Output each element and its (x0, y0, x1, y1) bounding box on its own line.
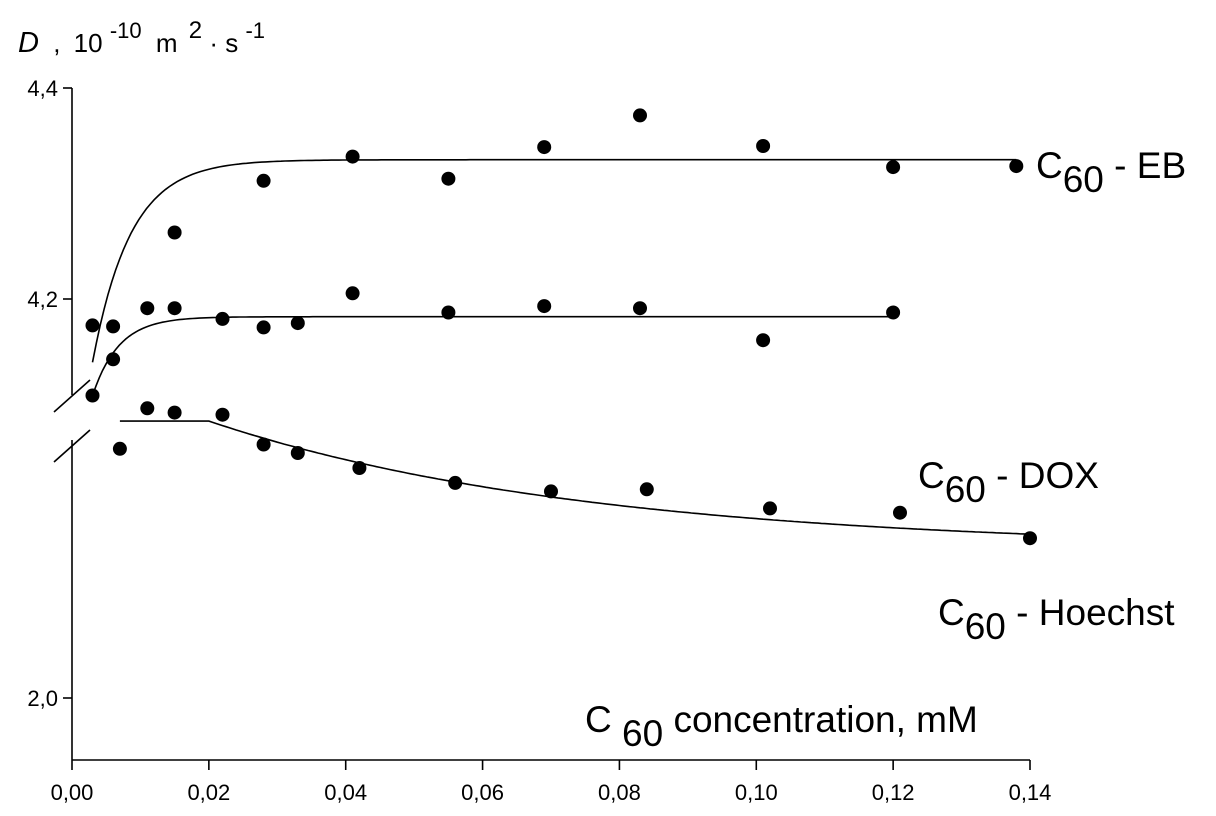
data-point-s1-10 (633, 301, 647, 316)
data-point-s0-5 (441, 171, 456, 186)
fit-curves (91, 158, 1031, 535)
y-tick-label-upper-1: 4,2 (27, 287, 58, 312)
data-point-s0-8 (756, 139, 771, 153)
y-title-dot: · (209, 28, 218, 58)
y-title-unit2-exp: -1 (245, 18, 265, 43)
data-points (85, 108, 1037, 546)
data-point-s1-11 (756, 333, 771, 348)
y-title-symbol: D (18, 27, 39, 59)
series-label-sub-2: 60 (965, 606, 1006, 647)
data-point-s0-9 (886, 160, 901, 175)
data-point-s2-8 (544, 484, 558, 499)
data-point-s0-10 (1009, 159, 1024, 174)
series-label-base-2: C (938, 592, 965, 633)
x-tick-label-2: 0,04 (324, 780, 367, 805)
y-title-unit1-exp: 2 (189, 17, 202, 44)
series-label-sub-1: 60 (945, 469, 986, 510)
x-tick-label-1: 0,02 (187, 780, 230, 805)
data-point-s2-12 (1023, 531, 1037, 546)
data-point-s2-0 (112, 441, 127, 456)
series-label-rest-0: - EB (1104, 145, 1186, 186)
data-point-s1-2 (140, 301, 155, 316)
data-point-s0-1 (106, 319, 121, 334)
y-title-mantissa: 10 (74, 28, 103, 58)
y-title-sep: , (53, 28, 60, 58)
data-point-s0-3 (256, 173, 271, 188)
x-tick-label-5: 0,10 (735, 780, 778, 805)
data-point-s1-7 (345, 286, 360, 301)
data-point-s2-2 (167, 405, 182, 420)
y-axis-title: D , 10 -10 m 2 · s -1 (18, 14, 265, 59)
x-title-rest: concentration, mM (673, 699, 977, 740)
data-point-s2-7 (448, 475, 463, 490)
data-point-s0-4 (345, 149, 360, 164)
data-point-s2-6 (352, 461, 367, 475)
y-title-exponent: -10 (110, 18, 142, 43)
series-label-sub-0: 60 (1063, 159, 1104, 200)
y-tick-label-lower-0: 2,0 (27, 686, 58, 711)
data-point-s0-2 (167, 225, 182, 240)
x-axis-title: C 60 concentration, mM (585, 699, 978, 754)
data-point-s2-5 (290, 446, 305, 460)
x-ticks: 0,00 0,02 0,04 0,06 0,08 0,10 0,12 0,14 (51, 760, 1052, 805)
data-point-s2-11 (893, 505, 907, 520)
axis-break-mark-bottom (53, 429, 91, 463)
data-point-s1-4 (215, 311, 230, 326)
data-point-s1-1 (106, 352, 121, 367)
x-tick-label-4: 0,08 (598, 780, 641, 805)
data-point-s1-3 (167, 301, 182, 316)
data-point-s1-8 (441, 305, 456, 320)
axis-break-mark-top (53, 379, 91, 413)
data-point-s1-0 (85, 388, 100, 403)
data-point-s2-1 (140, 401, 155, 416)
axes (53, 88, 1030, 761)
x-tick-label-6: 0,12 (872, 780, 915, 805)
x-title-subscript: 60 (622, 713, 663, 754)
data-point-s0-0 (85, 318, 100, 333)
y-title-unit1: m (156, 28, 178, 58)
series-label-1: C60 - DOX (918, 455, 1099, 510)
series-label-rest-1: - DOX (986, 455, 1099, 496)
series-label-base-0: C (1036, 145, 1063, 186)
series-label-rest-2: - Hoechst (1006, 592, 1175, 633)
x-tick-label-0: 0,00 (51, 780, 94, 805)
data-point-s1-6 (290, 316, 305, 331)
data-point-s0-6 (537, 140, 552, 155)
x-tick-label-7: 0,14 (1009, 780, 1052, 805)
series-label-2: C60 - Hoechst (938, 592, 1175, 647)
data-point-s2-3 (215, 407, 230, 422)
y-title-unit2: s (225, 28, 238, 58)
x-title-base: C (585, 699, 612, 740)
data-point-s2-10 (763, 501, 777, 516)
data-point-s1-9 (537, 299, 552, 314)
data-point-s1-5 (256, 320, 271, 335)
fit-curve-2 (119, 420, 1031, 535)
data-point-s2-4 (256, 437, 271, 452)
y-tick-label-upper-0: 4,4 (27, 76, 58, 101)
y-ticks: 4,4 4,2 2,0 (27, 76, 72, 711)
x-tick-label-3: 0,06 (461, 780, 504, 805)
data-point-s2-9 (639, 482, 654, 497)
series-label-0: C60 - EB (1036, 145, 1186, 200)
fit-curve-1 (91, 315, 894, 396)
data-point-s0-7 (633, 108, 647, 123)
series-label-base-1: C (918, 455, 945, 496)
fit-curve-0 (91, 158, 1017, 363)
data-point-s1-12 (886, 305, 901, 320)
